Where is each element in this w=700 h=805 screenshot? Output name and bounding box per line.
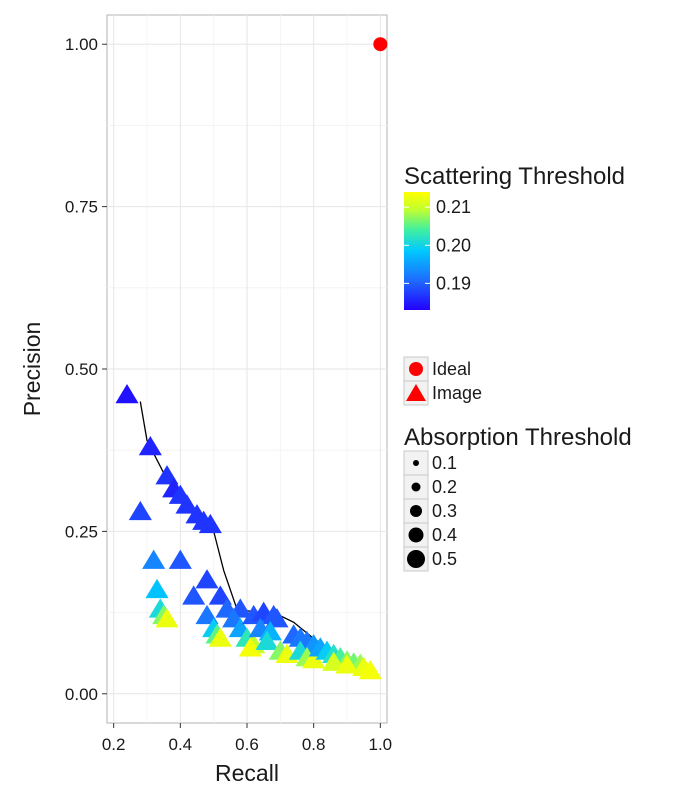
y-tick-label: 1.00 (65, 35, 98, 54)
y-tick-label: 0.50 (65, 360, 98, 379)
image-point (128, 500, 152, 521)
size-dot-icon (410, 505, 422, 517)
colorbar-tick-label: 0.21 (436, 197, 471, 217)
colorbar-tick-label: 0.20 (436, 235, 471, 255)
shape-legend-label: Image (432, 383, 482, 403)
y-tick-label: 0.25 (65, 522, 98, 541)
colorbar-legend: Scattering Threshold 0.19 0.20 0.21 (404, 163, 625, 310)
size-dot-icon (408, 527, 424, 543)
y-tick-label: 0.75 (65, 198, 98, 217)
image-point (322, 651, 346, 671)
y-axis-title: Precision (19, 322, 45, 417)
size-legend-title: Absorption Threshold (404, 424, 632, 451)
image-point (168, 549, 192, 569)
axis-ticks: 0.2 0.4 0.6 0.8 1.0 0.00 0.25 0.50 0.75 1.00 (65, 35, 392, 754)
image-point (138, 435, 162, 456)
shape-legend: Ideal Image (403, 356, 482, 406)
size-legend-label: 0.2 (432, 477, 457, 497)
shape-legend-label: Ideal (432, 359, 471, 379)
size-legend-label: 0.3 (432, 501, 457, 521)
image-point (155, 608, 179, 628)
colorbar-ticks: 0.19 0.20 0.21 (404, 197, 471, 293)
image-point (335, 654, 359, 674)
colorbar (404, 192, 430, 310)
x-tick-label: 1.0 (369, 735, 393, 754)
grid-lines (107, 15, 387, 723)
size-legend-label: 0.1 (432, 453, 457, 473)
colorbar-tick-label: 0.19 (436, 273, 471, 293)
image-point (302, 648, 326, 669)
x-tick-label: 0.6 (235, 735, 259, 754)
x-tick-label: 0.4 (169, 735, 193, 754)
size-dot-icon (411, 482, 421, 492)
ideal-point (373, 37, 388, 52)
image-point (195, 604, 219, 625)
image-point (175, 494, 199, 514)
size-dot-icon (413, 460, 419, 466)
image-point (155, 465, 179, 485)
size-legend-label: 0.4 (432, 525, 457, 545)
size-legend-label: 0.5 (432, 549, 457, 569)
image-point (145, 578, 169, 599)
image-point (238, 637, 262, 657)
data-points (115, 37, 388, 680)
image-point (142, 549, 166, 569)
y-tick-label: 0.00 (65, 685, 98, 704)
colorbar-title: Scattering Threshold (404, 163, 625, 190)
image-point (115, 383, 139, 404)
size-dot-icon (407, 550, 425, 568)
image-point (195, 569, 219, 589)
image-point (208, 627, 232, 647)
image-point (255, 630, 279, 651)
triangle-icon (406, 384, 426, 401)
image-point (198, 513, 222, 534)
x-axis-title: Recall (215, 760, 279, 786)
x-tick-label: 0.2 (102, 735, 126, 754)
image-point (208, 585, 232, 605)
image-point (182, 585, 206, 605)
x-tick-label: 0.8 (302, 735, 326, 754)
image-point (265, 608, 289, 628)
circle-icon (409, 362, 423, 376)
size-legend: Absorption Threshold 0.1 0.2 0.3 0.4 0.5 (403, 424, 632, 572)
image-point (358, 660, 382, 680)
